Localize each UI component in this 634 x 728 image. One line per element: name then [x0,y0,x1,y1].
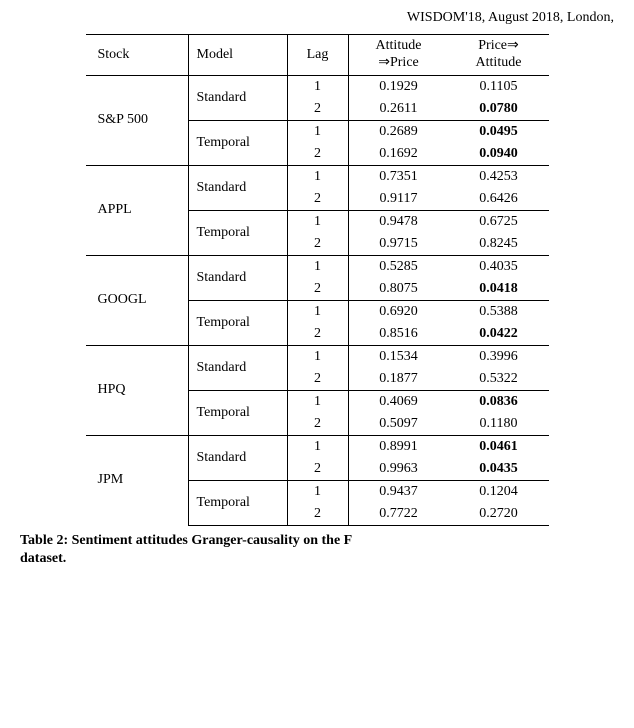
price-attitude-cell: 0.0435 [449,458,549,481]
attitude-price-cell: 0.8991 [348,435,449,458]
model-cell: Temporal [188,300,287,345]
model-cell: Standard [188,435,287,480]
table-row: GOOGLStandard10.52850.4035 [86,255,549,278]
lag-cell: 2 [287,503,348,526]
price-attitude-cell: 0.5388 [449,300,549,323]
stock-cell: S&P 500 [86,75,189,165]
attitude-price-cell: 0.9963 [348,458,449,481]
col-price-attitude: Price⇒Attitude [449,35,549,76]
lag-cell: 1 [287,345,348,368]
attitude-price-cell: 0.2611 [348,98,449,121]
attitude-price-cell: 0.5285 [348,255,449,278]
model-cell: Temporal [188,210,287,255]
col-lag: Lag [287,35,348,76]
col-stock: Stock [86,35,189,76]
table-row: S&P 500Standard10.19290.1105 [86,75,549,98]
table-row: HPQStandard10.15340.3996 [86,345,549,368]
lag-cell: 1 [287,165,348,188]
price-attitude-cell: 0.0940 [449,143,549,166]
col-model: Model [188,35,287,76]
lag-cell: 1 [287,75,348,98]
model-cell: Standard [188,255,287,300]
price-attitude-cell: 0.1180 [449,413,549,436]
price-attitude-cell: 0.4035 [449,255,549,278]
attitude-price-cell: 0.5097 [348,413,449,436]
stock-cell: APPL [86,165,189,255]
price-attitude-cell: 0.6426 [449,188,549,211]
attitude-price-cell: 0.9437 [348,480,449,503]
attitude-price-cell: 0.7722 [348,503,449,526]
attitude-price-cell: 0.1877 [348,368,449,391]
price-attitude-cell: 0.0836 [449,390,549,413]
lag-cell: 1 [287,435,348,458]
price-attitude-cell: 0.3996 [449,345,549,368]
attitude-price-cell: 0.1692 [348,143,449,166]
price-attitude-cell: 0.0461 [449,435,549,458]
lag-cell: 1 [287,390,348,413]
attitude-price-cell: 0.9478 [348,210,449,233]
price-attitude-cell: 0.6725 [449,210,549,233]
price-attitude-cell: 0.5322 [449,368,549,391]
attitude-price-cell: 0.8516 [348,323,449,346]
table-row: APPLStandard10.73510.4253 [86,165,549,188]
lag-cell: 2 [287,278,348,301]
model-cell: Temporal [188,390,287,435]
table-row: JPMStandard10.89910.0461 [86,435,549,458]
model-cell: Standard [188,75,287,120]
model-cell: Standard [188,165,287,210]
price-attitude-cell: 0.4253 [449,165,549,188]
stock-cell: JPM [86,435,189,525]
attitude-price-cell: 0.9715 [348,233,449,256]
lag-cell: 2 [287,188,348,211]
lag-cell: 1 [287,120,348,143]
lag-cell: 2 [287,233,348,256]
price-attitude-cell: 0.8245 [449,233,549,256]
attitude-price-cell: 0.2689 [348,120,449,143]
model-cell: Temporal [188,480,287,525]
lag-cell: 1 [287,300,348,323]
col-attitude-price: Attitude⇒Price [348,35,449,76]
attitude-price-cell: 0.7351 [348,165,449,188]
price-attitude-cell: 0.2720 [449,503,549,526]
price-attitude-cell: 0.0418 [449,278,549,301]
price-attitude-cell: 0.1204 [449,480,549,503]
attitude-price-cell: 0.1534 [348,345,449,368]
price-attitude-cell: 0.1105 [449,75,549,98]
attitude-price-cell: 0.8075 [348,278,449,301]
granger-table: Stock Model Lag Attitude⇒Price Price⇒Att… [86,34,549,526]
lag-cell: 1 [287,210,348,233]
model-cell: Standard [188,345,287,390]
model-cell: Temporal [188,120,287,165]
stock-cell: HPQ [86,345,189,435]
lag-cell: 1 [287,480,348,503]
lag-cell: 2 [287,143,348,166]
lag-cell: 2 [287,98,348,121]
lag-cell: 2 [287,458,348,481]
lag-cell: 2 [287,368,348,391]
price-attitude-cell: 0.0422 [449,323,549,346]
lag-cell: 2 [287,413,348,436]
header-row: Stock Model Lag Attitude⇒Price Price⇒Att… [86,35,549,76]
stock-cell: GOOGL [86,255,189,345]
price-attitude-cell: 0.0780 [449,98,549,121]
lag-cell: 1 [287,255,348,278]
lag-cell: 2 [287,323,348,346]
attitude-price-cell: 0.4069 [348,390,449,413]
attitude-price-cell: 0.6920 [348,300,449,323]
attitude-price-cell: 0.9117 [348,188,449,211]
running-header: WISDOM'18, August 2018, London, [20,10,614,26]
price-attitude-cell: 0.0495 [449,120,549,143]
attitude-price-cell: 0.1929 [348,75,449,98]
table-caption: Table 2: Sentiment attitudes Granger-cau… [20,532,614,570]
